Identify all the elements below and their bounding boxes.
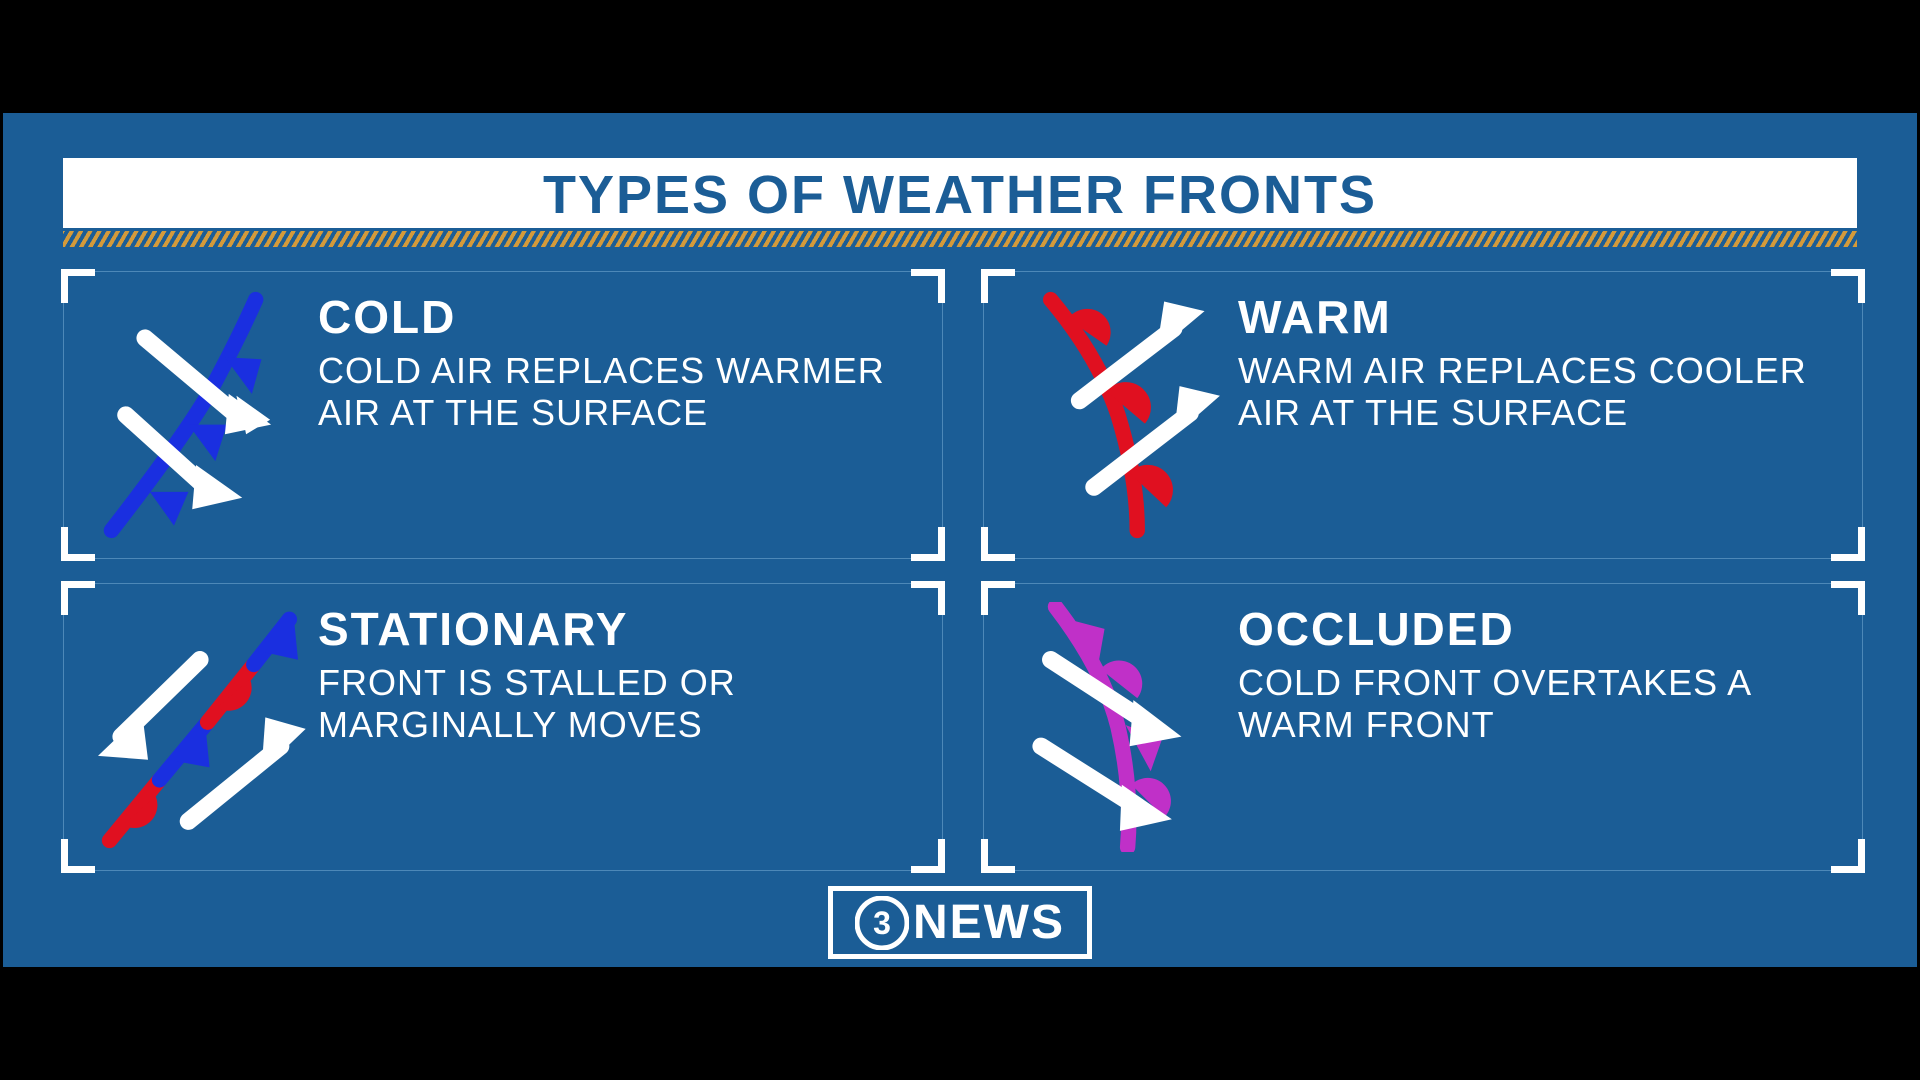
- stationary-front-icon: [88, 602, 308, 852]
- occluded-desc: COLD FRONT OVERTAKES A WARM FRONT: [1238, 662, 1838, 747]
- warm-front-icon: [1008, 290, 1228, 540]
- occluded-front-icon: [1008, 602, 1228, 852]
- logo-text: NEWS: [913, 895, 1065, 950]
- station-logo: 3 NEWS: [828, 886, 1092, 959]
- panel-cold: COLD COLD AIR REPLACES WARMER AIR AT THE…: [63, 271, 943, 559]
- occluded-title: OCCLUDED: [1238, 602, 1838, 656]
- warm-title: WARM: [1238, 290, 1838, 344]
- panel-occluded: OCCLUDED COLD FRONT OVERTAKES A WARM FRO…: [983, 583, 1863, 871]
- panel-stationary: STATIONARY FRONT IS STALLED OR MARGINALL…: [63, 583, 943, 871]
- title-hatch-stripe: [63, 231, 1857, 247]
- cold-title: COLD: [318, 290, 918, 344]
- weather-fronts-infographic: TYPES OF WEATHER FRONTS: [0, 0, 1920, 1080]
- letterbox-top: [3, 3, 1917, 113]
- svg-text:3: 3: [873, 905, 891, 941]
- cold-front-icon: [88, 290, 308, 540]
- stationary-desc: FRONT IS STALLED OR MARGINALLY MOVES: [318, 662, 918, 747]
- channel-3-icon: 3: [855, 896, 909, 950]
- stationary-title: STATIONARY: [318, 602, 918, 656]
- warm-desc: WARM AIR REPLACES COOLER AIR AT THE SURF…: [1238, 350, 1838, 435]
- panel-warm: WARM WARM AIR REPLACES COOLER AIR AT THE…: [983, 271, 1863, 559]
- page-title: TYPES OF WEATHER FRONTS: [63, 164, 1857, 226]
- letterbox-bottom: [3, 967, 1917, 1077]
- title-bar: TYPES OF WEATHER FRONTS: [63, 158, 1857, 228]
- cold-desc: COLD AIR REPLACES WARMER AIR AT THE SURF…: [318, 350, 918, 435]
